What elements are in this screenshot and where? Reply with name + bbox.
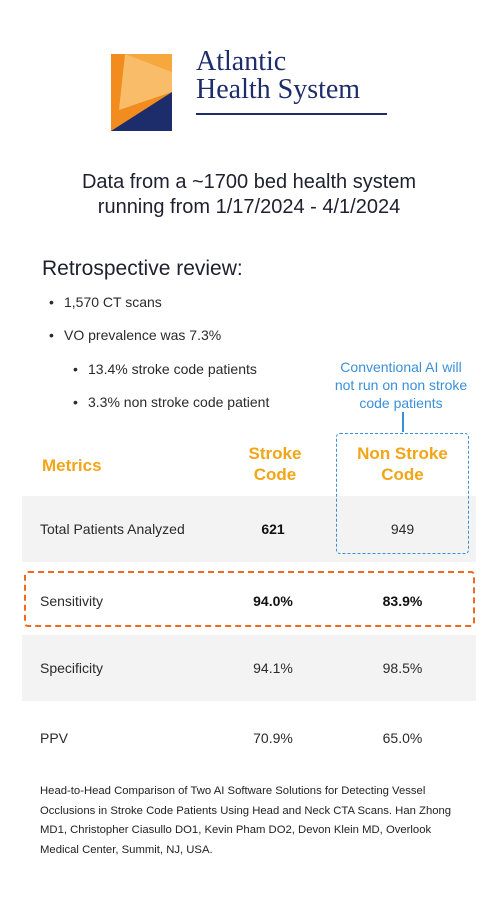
atlantic-health-logo-icon — [111, 54, 172, 131]
logo-line-2: Health System — [196, 74, 361, 105]
page-title: Data from a ~1700 bed health system runn… — [20, 170, 478, 220]
header-stroke-code: Stroke Code — [230, 443, 320, 485]
bullet-ct-scans: 1,570 CT scans — [49, 294, 162, 310]
logo-wordmark: Atlantic Health System — [196, 48, 396, 104]
stroke-value: 70.9% — [253, 730, 293, 746]
logo-divider — [196, 113, 387, 115]
nonstroke-value: 949 — [390, 521, 415, 537]
bullet-vo-prevalence: VO prevalence was 7.3% — [49, 327, 221, 343]
nonstroke-value: 65.0% — [382, 730, 423, 746]
headline-line-2: running from 1/17/2024 - 4/1/2024 — [97, 196, 401, 218]
stroke-value: 621 — [261, 521, 285, 537]
logo-line-1: Atlantic — [196, 46, 287, 77]
conventional-ai-note: Conventional AI will not run on non stro… — [326, 358, 476, 412]
header-stroke-line-2: Code — [253, 465, 297, 484]
table-row-sensitivity: Sensitivity 94.0% 83.9% — [22, 568, 476, 634]
header-stroke-line-1: Stroke — [248, 444, 302, 463]
row-label: Sensitivity — [40, 593, 104, 609]
table-row-total-patients: Total Patients Analyzed 621 949 — [22, 496, 476, 562]
nonstroke-value: 83.9% — [382, 593, 423, 609]
header-nonstroke-line-1: Non Stroke — [357, 444, 448, 463]
note-connector-line — [402, 412, 404, 432]
header-nonstroke-line-2: Code — [381, 465, 424, 484]
bullet-non-stroke-code: 3.3% non stroke code patient — [73, 394, 269, 410]
row-label: Specificity — [40, 660, 104, 676]
row-label: PPV — [40, 730, 69, 746]
stroke-value: 94.1% — [253, 660, 293, 676]
note-line-2: not run on non stroke — [334, 377, 468, 393]
table-row-ppv: PPV 70.9% 65.0% — [22, 705, 476, 771]
sensitivity-highlight-box — [24, 571, 475, 627]
stroke-value: 94.0% — [253, 593, 293, 609]
note-line-1: Conventional AI will — [340, 359, 462, 375]
non-stroke-highlight-box — [336, 433, 469, 554]
row-label: Total Patients Analyzed — [40, 521, 185, 537]
header-non-stroke-code: Non Stroke Code — [340, 443, 465, 485]
citation-footnote: Head-to-Head Comparison of Two AI Softwa… — [40, 785, 452, 856]
nonstroke-value: 98.5% — [382, 660, 423, 676]
table-row-specificity: Specificity 94.1% 98.5% — [22, 635, 476, 701]
header-metrics: Metrics — [42, 456, 102, 475]
note-line-3: code patients — [359, 395, 443, 411]
bullet-stroke-code: 13.4% stroke code patients — [73, 361, 257, 377]
review-title: Retrospective review: — [42, 257, 243, 280]
headline-line-1: Data from a ~1700 bed health system — [81, 171, 417, 193]
